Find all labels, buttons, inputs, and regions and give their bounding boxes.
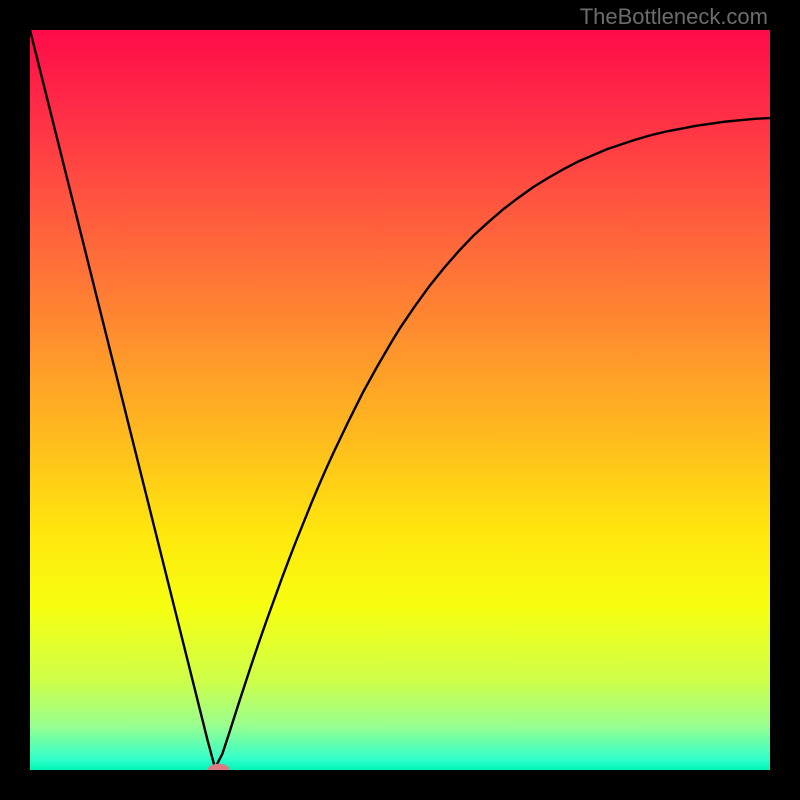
bottleneck-chart [30,30,770,770]
watermark-text: TheBottleneck.com [580,4,768,30]
plot-background [30,30,770,770]
outer-frame: TheBottleneck.com [0,0,800,800]
